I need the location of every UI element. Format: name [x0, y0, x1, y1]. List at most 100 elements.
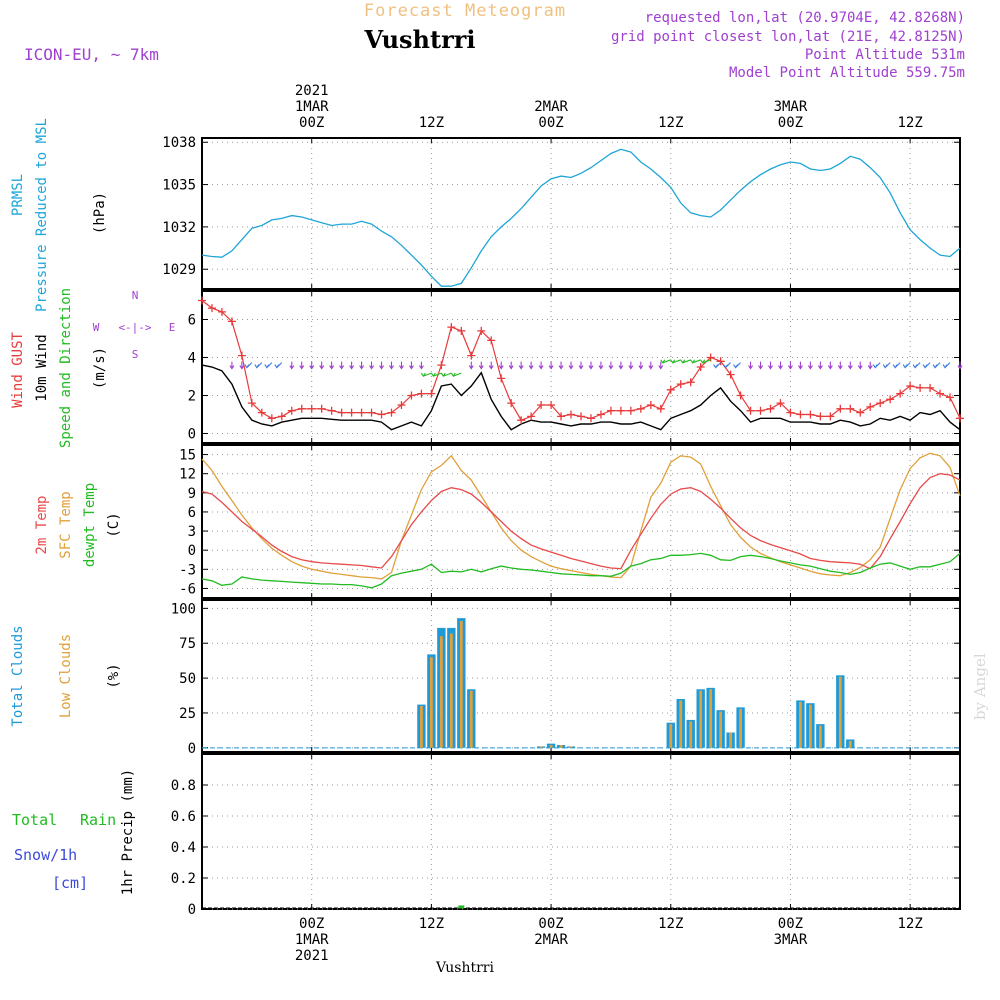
wind-ytick-label: 4	[188, 351, 196, 367]
gust-marker	[766, 404, 775, 413]
wind-direction-arrow	[847, 361, 853, 370]
precip-frame	[201, 753, 961, 910]
panel-frames	[201, 137, 961, 910]
wind-dir-label: Speed and Direction	[58, 288, 74, 448]
wind-direction-arrow	[239, 361, 245, 370]
gust-marker	[537, 401, 546, 409]
gust-marker	[517, 416, 526, 425]
wind-direction-arrow	[690, 359, 701, 364]
low-clouds-bar	[848, 740, 852, 748]
gust-marker	[816, 412, 825, 421]
time-label-top: 1MAR	[295, 99, 329, 115]
wind-direction-arrow	[299, 361, 305, 370]
wind-direction-arrow	[558, 361, 564, 370]
wind-direction-arrow	[733, 362, 741, 369]
wind10-label: 10m Wind	[34, 334, 50, 401]
wind-direction-arrow	[827, 361, 833, 370]
gust-marker	[596, 410, 605, 419]
model-label: ICON-EU, ~ 7km	[24, 45, 159, 64]
clouds-ytick-label: 50	[179, 671, 196, 687]
gust-marker	[906, 382, 915, 390]
wind-direction-arrow	[578, 361, 584, 370]
precip-ytick-label: 0.8	[171, 778, 196, 794]
low-clouds-bar	[838, 676, 842, 748]
wind-direction-arrow	[518, 361, 524, 370]
gust-marker	[656, 404, 665, 413]
gust-marker	[497, 374, 506, 383]
gust-marker	[926, 383, 935, 392]
time-label-bottom: 00Z	[299, 916, 324, 932]
pressure-ytick-label: 1029	[162, 262, 196, 278]
gust-marker	[237, 351, 246, 360]
wind-direction-arrow	[478, 361, 484, 370]
gust-marker	[916, 383, 925, 392]
wind-direction-arrow	[229, 361, 235, 370]
gust-marker	[686, 378, 695, 387]
temp-ytick-label: 6	[188, 505, 196, 521]
clouds-frame	[201, 599, 961, 753]
gust-marker	[477, 326, 486, 335]
pressure-unit-label: (hPa)	[92, 192, 108, 234]
low-clouds-bar	[709, 689, 713, 748]
wind-direction-arrow	[768, 361, 773, 370]
wind-ytick-label: 2	[188, 389, 196, 405]
wind-direction-arrow	[538, 361, 544, 370]
low-clouds-bar	[559, 745, 563, 748]
wind-direction-arrow	[440, 372, 452, 378]
gust-marker	[217, 307, 226, 316]
wind-direction-arrow	[872, 362, 881, 369]
wind-direction-arrow	[817, 361, 823, 370]
t2m-line	[201, 473, 961, 570]
temp-ytick-label: 15	[179, 448, 196, 464]
gust-marker	[327, 406, 336, 415]
gust-marker	[956, 414, 964, 423]
time-label-bottom: 1MAR	[295, 932, 329, 948]
wind-ytick-label: 6	[188, 313, 196, 329]
low-clouds-bar	[469, 690, 473, 748]
gust-marker	[367, 408, 376, 417]
compass-e: E	[169, 321, 176, 334]
temp-ytick-label: 9	[188, 486, 196, 502]
precip-ytick-label: 0.6	[171, 809, 196, 825]
compass-mid: <-|->	[118, 321, 151, 334]
wind-direction-arrow	[608, 361, 614, 370]
gust-marker	[606, 406, 615, 415]
wind-direction-arrow	[289, 361, 295, 370]
low-clouds-bar	[818, 725, 822, 748]
gust-marker	[776, 399, 785, 408]
gust-marker	[936, 389, 945, 398]
precip-panel	[202, 905, 960, 909]
wind-direction-arrow	[670, 359, 681, 364]
gust-marker	[866, 402, 875, 411]
gust-marker	[567, 410, 576, 419]
footer-location: Vushtrri	[435, 960, 494, 976]
time-label-top: 12Z	[897, 115, 922, 131]
gust-marker	[267, 414, 276, 423]
temp-ytick-label: 0	[188, 543, 196, 559]
gust-marker	[646, 401, 655, 409]
temp-ytick-label: -3	[179, 562, 196, 578]
low-clouds-bar	[449, 633, 453, 748]
prmsl-line	[201, 148, 961, 287]
precip-ytick-label: 0.4	[171, 840, 196, 856]
temp-frame	[201, 444, 961, 599]
time-label-bottom: 3MAR	[774, 932, 808, 948]
clouds-ytick-label: 75	[179, 636, 196, 652]
wind-direction-arrow	[857, 361, 863, 370]
low-clouds-bar	[420, 705, 423, 748]
gust-marker	[227, 317, 236, 326]
wind-direction-arrow	[568, 361, 574, 370]
clouds-panel	[202, 618, 960, 749]
gust-marker	[696, 363, 705, 371]
temp-ytick-label: -6	[179, 581, 196, 597]
wind-direction-arrow	[713, 362, 722, 369]
wind10-line	[201, 364, 961, 431]
wind-direction-arrow	[408, 361, 414, 370]
gust-marker	[287, 406, 296, 415]
low-clouds-bar	[808, 704, 812, 748]
wind-direction-arrow	[700, 359, 711, 364]
grid-lines	[202, 138, 960, 910]
gust-marker	[806, 410, 815, 419]
wind-direction-arrow	[942, 362, 951, 369]
time-label-top: 12Z	[658, 115, 683, 131]
